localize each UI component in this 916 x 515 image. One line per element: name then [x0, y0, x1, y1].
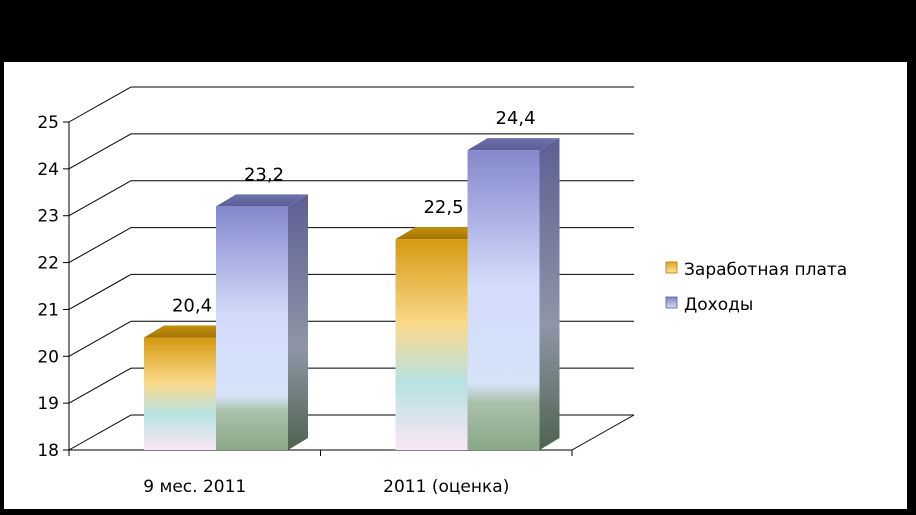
bar-top [467, 138, 560, 151]
bar-front [395, 239, 468, 450]
floor-edge [571, 414, 635, 451]
bar-front [467, 150, 540, 450]
data-label: 22,5 [423, 197, 463, 218]
gridline-depth [68, 320, 132, 357]
gridline-depth [68, 273, 132, 310]
legend-swatch-income [665, 296, 678, 309]
y-tick-label: 23 [37, 207, 59, 227]
bar-side [539, 138, 560, 450]
bar-top [395, 227, 488, 240]
y-tick-label: 22 [37, 254, 59, 274]
data-labels: 20,4 23,2 22,5 24,4 [172, 108, 536, 316]
bars [144, 138, 560, 450]
y-tick-label: 25 [37, 113, 59, 133]
bar-front [216, 206, 288, 450]
bar-income-1 [216, 194, 308, 450]
y-tick-label: 21 [37, 300, 59, 320]
gridline-depth [68, 367, 132, 404]
y-tick-label: 18 [37, 441, 59, 461]
legend-swatch-salary [665, 261, 678, 274]
x-category-label: 9 мес. 2011 [143, 477, 246, 497]
data-label: 24,4 [495, 108, 535, 129]
bar-side [288, 194, 308, 450]
legend-label-salary: Заработная плата [684, 260, 847, 280]
data-label: 20,4 [172, 296, 212, 317]
bar-top [216, 194, 308, 207]
bar-front [144, 337, 216, 450]
gridline-depth [68, 180, 132, 217]
gridline-depth [68, 227, 132, 264]
bar-income-2 [467, 138, 560, 450]
x-category-label: 2011 (оценка) [383, 477, 509, 497]
legend-label-income: Доходы [684, 295, 753, 315]
axes: 18 19 20 21 22 23 24 25 9 мес. 2011 2011 (оценка) [37, 113, 635, 497]
gridline-depth [68, 133, 132, 170]
y-tick-label: 20 [37, 347, 59, 367]
y-tick-label: 24 [37, 160, 59, 180]
legend: Заработная плата Доходы [665, 260, 847, 315]
gridline-depth [68, 86, 132, 123]
bar-chart: 18 19 20 21 22 23 24 25 9 мес. 2011 2011 (оценка)… [37, 86, 847, 497]
bar-top [144, 325, 236, 338]
gridline-depth [68, 414, 132, 451]
chart-area: 18 19 20 21 22 23 24 25 9 мес. 2011 2011 (оценка)… [4, 62, 907, 509]
data-label: 23,2 [244, 164, 284, 185]
y-tick-label: 19 [37, 394, 59, 414]
